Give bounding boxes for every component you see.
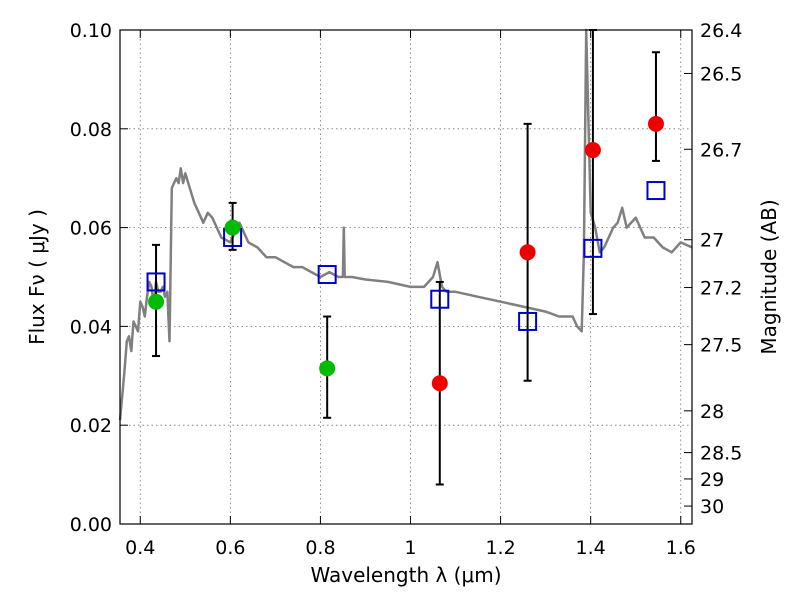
y2-tick-label: 27.5 <box>700 335 742 357</box>
y-tick-label: 0.10 <box>70 20 112 42</box>
y2-tick-label: 28 <box>700 401 724 423</box>
model-box-marker <box>430 289 450 309</box>
model-box-marker <box>317 265 337 285</box>
y2-tick-label: 26.7 <box>700 139 742 161</box>
red-data-point <box>584 142 601 159</box>
y2-tick-label: 30 <box>700 496 724 518</box>
plot-frame <box>119 29 693 525</box>
model-spectrum-layer <box>118 28 693 421</box>
red-data-point <box>647 115 664 132</box>
synthetic-model-boxes-layer <box>146 181 666 331</box>
grid-lines <box>120 29 692 525</box>
y-axis-title: Flux Fν ( μJy ) <box>25 209 49 345</box>
x-tick-label: 1.2 <box>485 537 515 559</box>
y2-tick-label: 29 <box>700 469 724 491</box>
y2-tick-label: 27 <box>700 230 724 252</box>
y2-tick-label: 27.2 <box>700 278 742 300</box>
model-box-marker <box>583 238 603 258</box>
axis-ticks: 0.4 0.6 0.8 1 1.2 1.4 1.6 0.00 0.02 0.04 0.06 0.08 0… <box>70 20 743 559</box>
model-box-marker <box>146 272 166 292</box>
x-axis-title: Wavelength λ (μm) <box>310 563 501 587</box>
model-box-marker <box>518 311 538 331</box>
green-data-point <box>148 293 165 310</box>
green-data-point <box>224 219 241 236</box>
y-tick-label: 0.04 <box>70 316 112 338</box>
model-spectrum-line <box>118 28 693 421</box>
y2-axis-title: Magnitude (AB) <box>757 199 781 354</box>
y2-tick-label: 26.5 <box>700 63 742 85</box>
x-tick-label: 1 <box>404 537 416 559</box>
observed-points-layer <box>148 115 664 392</box>
x-tick-label: 0.4 <box>125 537 155 559</box>
x-tick-label: 0.6 <box>215 537 245 559</box>
green-data-point <box>319 360 336 377</box>
x-tick-label: 1.6 <box>666 537 696 559</box>
y-tick-label: 0.00 <box>70 514 112 536</box>
x-tick-label: 0.8 <box>305 537 335 559</box>
red-data-point <box>519 244 536 261</box>
y-tick-label: 0.06 <box>70 218 112 240</box>
y2-tick-label: 28.5 <box>700 443 742 465</box>
y-tick-label: 0.02 <box>70 415 112 437</box>
x-tick-label: 1.4 <box>576 537 606 559</box>
model-box-marker <box>646 181 666 201</box>
y-tick-label: 0.08 <box>70 119 112 141</box>
y2-tick-label: 26.4 <box>700 20 742 42</box>
red-data-point <box>431 375 448 392</box>
